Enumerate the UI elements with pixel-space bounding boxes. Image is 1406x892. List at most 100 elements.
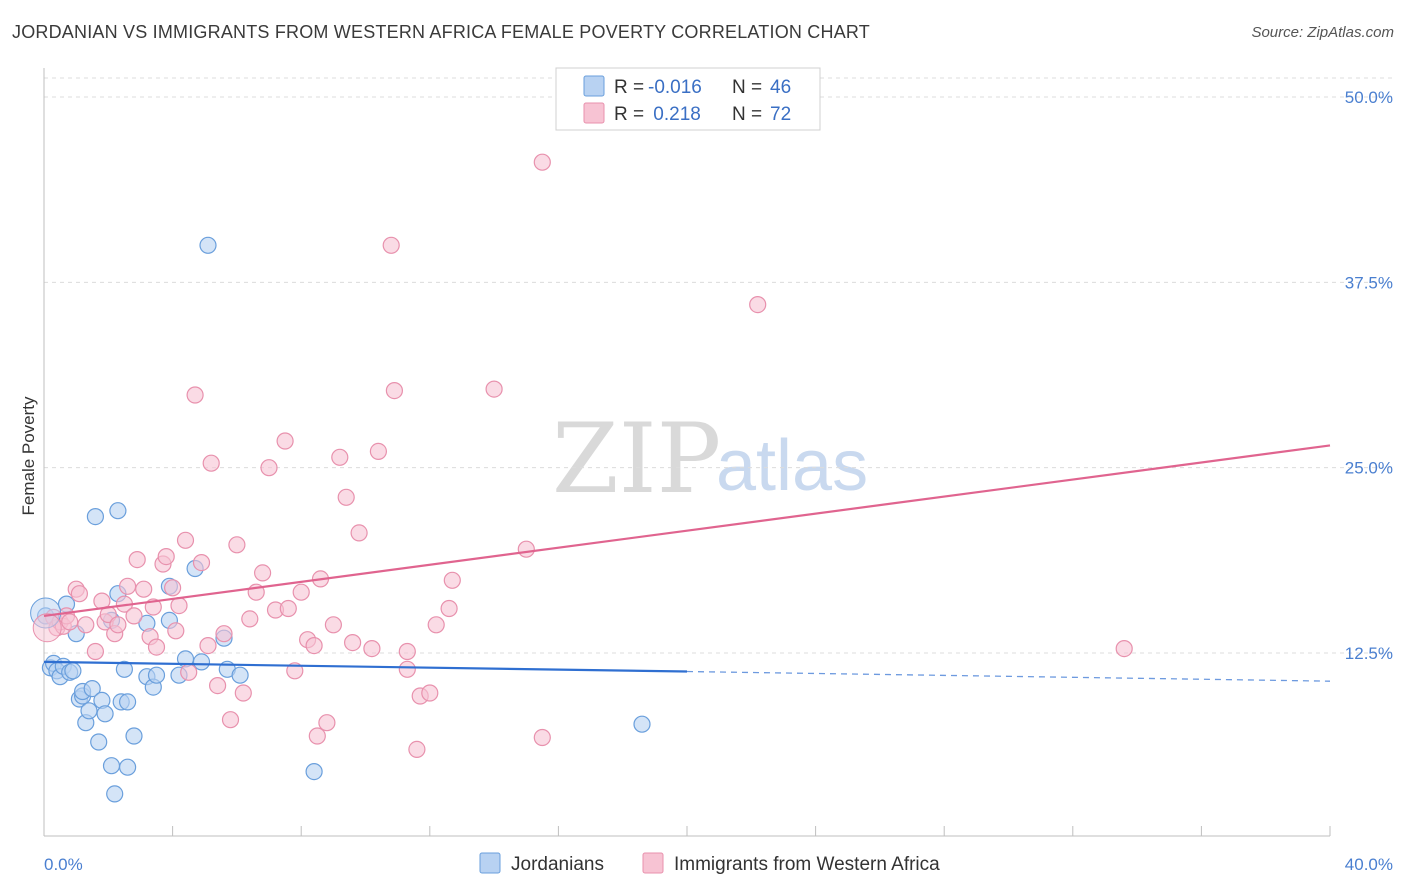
immigrant-point-27 bbox=[170, 596, 188, 615]
legend-n-value-2: 72 bbox=[770, 104, 791, 125]
immigrant-point-41 bbox=[254, 564, 272, 582]
trend-line-jordanians-extrapolated bbox=[686, 670, 1331, 682]
immigrant-point-68 bbox=[440, 599, 458, 618]
immigrant-point-57 bbox=[350, 524, 368, 542]
y-tick-label-1: 25.0% bbox=[1345, 459, 1393, 478]
legend-r-label-2: R = bbox=[614, 104, 644, 125]
legend-r-value-2: 0.218 bbox=[648, 104, 701, 125]
jordanian-point-26 bbox=[118, 758, 137, 776]
immigrant-point-39 bbox=[241, 610, 259, 628]
immigrant-point-5 bbox=[61, 613, 79, 631]
legend-r-label-1: R = bbox=[614, 77, 644, 98]
immigrant-point-64 bbox=[408, 740, 426, 759]
grid-layer bbox=[44, 77, 1393, 654]
immigrant-point-58 bbox=[363, 639, 381, 658]
immigrant-point-69 bbox=[443, 571, 461, 589]
legend-r-value-1: -0.016 bbox=[648, 77, 702, 98]
jordanian-point-15 bbox=[86, 507, 105, 526]
immigrant-point-18 bbox=[128, 550, 146, 569]
immigrant-point-44 bbox=[276, 432, 294, 450]
immigrant-point-37 bbox=[228, 536, 246, 554]
trend-layer bbox=[43, 444, 1331, 682]
jordanian-point-27 bbox=[118, 693, 137, 711]
legend-top: R = -0.016 N = 46 R = 0.218 N = 72 bbox=[555, 67, 821, 131]
legend-n-label-1: N = bbox=[732, 77, 762, 98]
jordanian-point-22 bbox=[109, 502, 127, 520]
immigrant-point-60 bbox=[382, 236, 400, 254]
jordanian-point-20 bbox=[102, 757, 121, 775]
immigrant-point-24 bbox=[157, 547, 175, 566]
immigrant-point-16 bbox=[118, 577, 137, 595]
immigrant-point-36 bbox=[221, 711, 240, 729]
immigrant-point-55 bbox=[337, 488, 355, 506]
immigrant-point-42 bbox=[260, 459, 278, 477]
immigrant-point-67 bbox=[427, 616, 445, 634]
watermark-atlas: atlas bbox=[716, 426, 868, 506]
jordanian-point-42 bbox=[231, 666, 249, 684]
immigrant-point-30 bbox=[186, 386, 204, 404]
bottom-legend-swatch-immigrants bbox=[642, 852, 664, 874]
immigrant-point-45 bbox=[279, 599, 297, 618]
x-tick-label-max: 40.0% bbox=[1345, 855, 1393, 874]
immigrant-point-73 bbox=[533, 153, 551, 171]
chart-title: JORDANIAN VS IMMIGRANTS FROM WESTERN AFR… bbox=[12, 22, 870, 42]
jordanian-point-44 bbox=[633, 715, 651, 733]
jordanian-point-7 bbox=[64, 662, 82, 680]
immigrant-point-22 bbox=[147, 638, 166, 656]
source-attribution: Source: ZipAtlas.com bbox=[1251, 24, 1394, 41]
immigrant-point-61 bbox=[385, 382, 403, 400]
immigrant-point-75 bbox=[1115, 639, 1133, 658]
immigrant-point-19 bbox=[135, 580, 153, 598]
jordanian-point-32 bbox=[147, 666, 166, 684]
legend-bottom: Jordanians Immigrants from Western Afric… bbox=[479, 852, 940, 875]
immigrant-point-72 bbox=[533, 728, 551, 747]
immigrant-point-62 bbox=[398, 660, 416, 678]
jordanian-point-28 bbox=[125, 727, 143, 745]
jordanian-point-38 bbox=[192, 653, 211, 671]
immigrant-point-29 bbox=[180, 663, 198, 681]
jordanian-point-18 bbox=[96, 705, 114, 723]
immigrant-point-26 bbox=[167, 622, 185, 640]
immigrant-point-32 bbox=[199, 636, 217, 655]
immigrant-point-14 bbox=[109, 616, 127, 634]
trend-line-jordanians bbox=[43, 660, 688, 673]
y-tick-label-3: 50.0% bbox=[1345, 88, 1393, 107]
immigrant-point-25 bbox=[164, 579, 182, 597]
bottom-legend-label-jordanians: Jordanians bbox=[511, 854, 604, 875]
immigrant-point-17 bbox=[125, 607, 143, 625]
y-axis-label: Female Poverty bbox=[19, 396, 38, 516]
immigrant-cluster-point bbox=[32, 613, 62, 643]
immigrant-point-38 bbox=[234, 684, 252, 702]
immigrant-point-28 bbox=[176, 531, 195, 549]
legend-swatch-immigrants bbox=[583, 102, 605, 124]
immigrant-point-74 bbox=[749, 296, 767, 314]
immigrant-point-54 bbox=[331, 448, 349, 466]
immigrant-point-53 bbox=[324, 616, 342, 634]
legend-n-value-1: 46 bbox=[770, 77, 791, 98]
immigrant-point-49 bbox=[305, 636, 323, 655]
immigrant-point-56 bbox=[344, 633, 362, 652]
legend-swatch-jordanians bbox=[583, 75, 605, 97]
axis-layer: 12.5% 25.0% 37.5% 50.0% bbox=[43, 68, 1393, 837]
immigrant-point-7 bbox=[70, 585, 89, 603]
jordanian-point-16 bbox=[90, 733, 108, 751]
jordanian-point-13 bbox=[80, 702, 98, 720]
immigrant-point-66 bbox=[421, 684, 439, 702]
immigrant-point-50 bbox=[308, 727, 326, 745]
jordanian-point-25 bbox=[115, 660, 134, 678]
jordanian-point-21 bbox=[106, 785, 124, 803]
immigrant-point-63 bbox=[398, 642, 416, 661]
trend-line-immigrants bbox=[43, 444, 1331, 618]
immigrant-point-52 bbox=[318, 714, 336, 732]
immigrant-point-8 bbox=[77, 616, 95, 634]
jordanian-point-39 bbox=[199, 236, 217, 254]
immigrant-point-35 bbox=[215, 625, 233, 643]
immigrant-point-34 bbox=[209, 676, 227, 695]
immigrant-point-31 bbox=[192, 553, 211, 572]
bottom-legend-label-immigrants: Immigrants from Western Africa bbox=[674, 854, 940, 875]
y-tick-label-2: 37.5% bbox=[1345, 273, 1393, 292]
jordanian-point-14 bbox=[83, 679, 101, 698]
watermark-zip: ZIP bbox=[552, 403, 721, 515]
immigrant-point-59 bbox=[369, 442, 387, 460]
